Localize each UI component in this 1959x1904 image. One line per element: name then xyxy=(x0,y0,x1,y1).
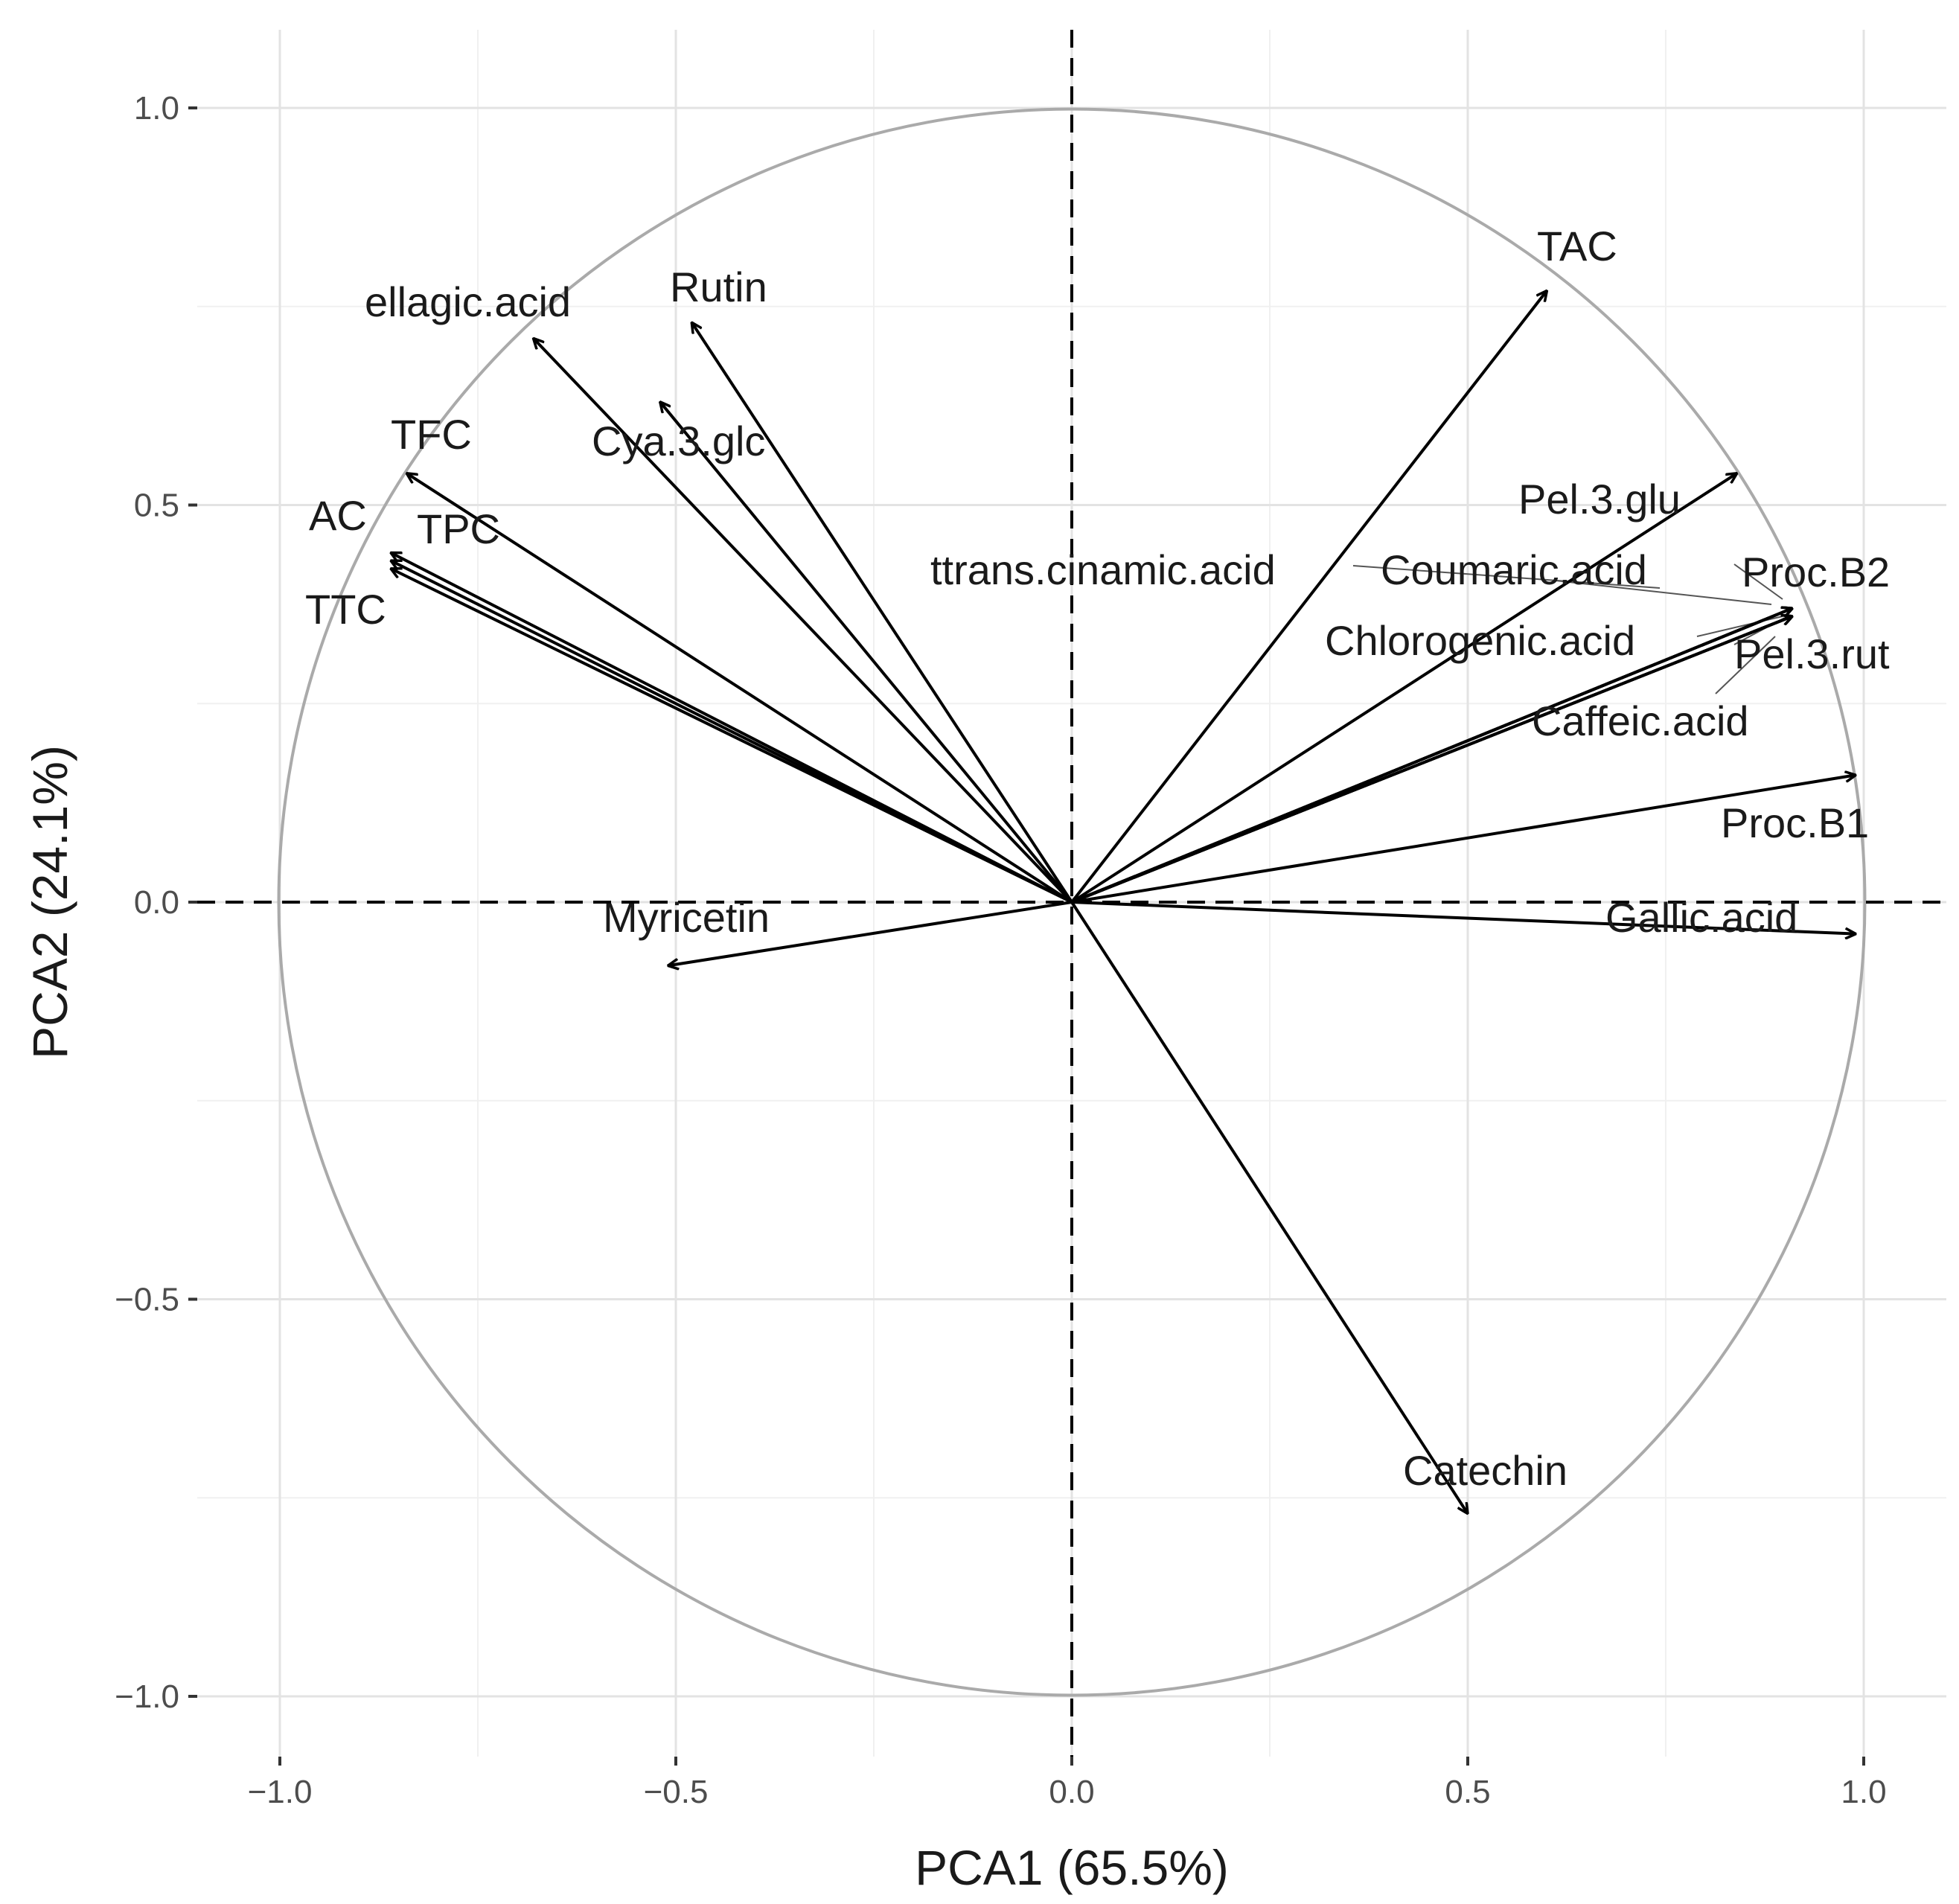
vector-catechin xyxy=(1070,901,1468,1514)
y-tick-label: −0.5 xyxy=(115,1282,179,1318)
leader-coumaric-acid xyxy=(1555,580,1772,605)
vector-caffeic-acid xyxy=(1071,616,1792,904)
label-gallic-acid: Gallic.acid xyxy=(1605,894,1797,941)
vector-rutin xyxy=(691,322,1073,904)
label-chlorogenic-acid: Chlorogenic.acid xyxy=(1325,617,1635,664)
vector-ellagic-acid xyxy=(533,338,1073,904)
variable-labels: TAC Rutin ellagic.acid Cya.3.glc TFC AC … xyxy=(305,223,1890,1494)
x-tick-label: −0.5 xyxy=(644,1774,709,1810)
label-catechin: Catechin xyxy=(1403,1447,1567,1494)
label-caffeic-acid: Caffeic.acid xyxy=(1532,697,1749,744)
leader-ttrans-cinamic-acid xyxy=(1352,565,1661,589)
y-tick-label: 0.0 xyxy=(134,884,179,921)
y-tick-label: −1.0 xyxy=(115,1678,179,1715)
vector-myricetin xyxy=(668,901,1073,965)
leader-proc-b2 xyxy=(1733,563,1783,600)
label-ellagic-acid: ellagic.acid xyxy=(365,278,571,325)
variable-vectors xyxy=(391,290,1856,1513)
vector-proc-b1 xyxy=(1071,775,1856,904)
y-axis-tick-labels: 1.0 0.5 0.0 −0.5 −1.0 xyxy=(115,90,179,1715)
x-axis-title: PCA1 (65.5%) xyxy=(915,1840,1229,1895)
x-tick-label: −1.0 xyxy=(248,1774,313,1810)
label-tac: TAC xyxy=(1537,223,1617,269)
leader-caffeic-acid xyxy=(1715,636,1776,694)
x-tick-label: 1.0 xyxy=(1841,1774,1886,1810)
vector-gallic-acid xyxy=(1071,901,1856,934)
label-ttc: TTC xyxy=(305,586,386,633)
label-leader-lines xyxy=(1352,563,1786,694)
vector-cya-3-glc xyxy=(660,402,1073,904)
label-cya-3-glc: Cya.3.glc xyxy=(592,418,765,464)
x-tick-label: 0.5 xyxy=(1445,1774,1490,1810)
label-rutin: Rutin xyxy=(670,263,767,310)
label-tpc: TPC xyxy=(417,505,500,552)
y-tick-label: 1.0 xyxy=(134,90,179,127)
label-ttrans-cinamic-acid: ttrans.cinamic.acid xyxy=(930,546,1276,593)
vector-ttc xyxy=(391,569,1073,904)
label-myricetin: Myricetin xyxy=(603,894,770,941)
y-axis-title: PCA2 (24.1%) xyxy=(22,745,77,1059)
label-pel-3-rut: Pel.3.rut xyxy=(1734,630,1890,677)
vector-pel-3-glu xyxy=(1070,473,1737,904)
y-tick-label: 0.5 xyxy=(134,488,179,524)
label-coumaric-acid: Coumaric.acid xyxy=(1381,546,1647,593)
x-axis-tick-labels: −1.0 −0.5 0.0 0.5 1.0 xyxy=(248,1774,1887,1810)
label-ac: AC xyxy=(309,492,367,539)
label-proc-b2: Proc.B2 xyxy=(1742,549,1890,595)
unit-circle xyxy=(277,107,1867,1697)
x-tick-label: 0.0 xyxy=(1049,1774,1094,1810)
label-tfc: TFC xyxy=(391,411,472,458)
label-proc-b1: Proc.B1 xyxy=(1721,799,1869,846)
vector-tfc xyxy=(406,473,1073,904)
vector-tac xyxy=(1070,290,1547,904)
label-pel-3-glu: Pel.3.glu xyxy=(1518,476,1681,523)
axis-ticks xyxy=(188,106,1865,1766)
